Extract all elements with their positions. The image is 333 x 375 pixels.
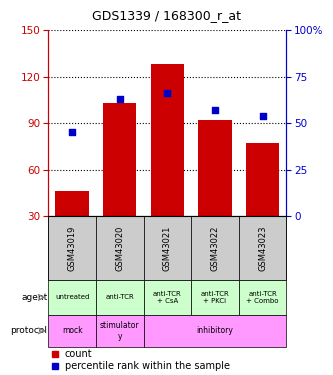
Text: anti-TCR
+ CsA: anti-TCR + CsA (153, 291, 182, 304)
Text: inhibitory: inhibitory (196, 326, 233, 335)
Point (117, 96, 123, 102)
Text: anti-TCR
+ PKCi: anti-TCR + PKCi (200, 291, 229, 304)
Bar (144, 216, 191, 280)
Bar (96, 315, 144, 347)
Point (69, 129, 75, 135)
Text: agent: agent (21, 293, 47, 302)
Text: anti-TCR: anti-TCR (105, 294, 134, 300)
Bar (144, 315, 286, 347)
Bar (246, 143, 279, 216)
Bar (55, 191, 89, 216)
Text: untreated: untreated (55, 294, 89, 300)
Point (212, 107, 218, 113)
Bar (103, 103, 137, 216)
Bar (48, 315, 96, 347)
Bar (191, 216, 239, 280)
Text: GDS1339 / 168300_r_at: GDS1339 / 168300_r_at (92, 9, 241, 22)
Bar (48, 216, 96, 280)
Text: mock: mock (62, 326, 82, 335)
Point (165, 90, 170, 96)
Text: percentile rank within the sample: percentile rank within the sample (65, 361, 230, 371)
Text: GSM43019: GSM43019 (68, 225, 77, 271)
Bar (191, 280, 239, 315)
Bar (48, 280, 96, 315)
Bar (239, 280, 286, 315)
Text: stimulator
y: stimulator y (100, 321, 140, 340)
Text: GSM43022: GSM43022 (210, 225, 219, 271)
Text: count: count (65, 349, 93, 358)
Point (260, 112, 265, 118)
Bar (239, 216, 286, 280)
Bar (198, 120, 232, 216)
Text: GSM43023: GSM43023 (258, 225, 267, 271)
Text: GSM43021: GSM43021 (163, 225, 172, 271)
Bar (96, 280, 144, 315)
Text: protocol: protocol (10, 326, 47, 335)
Text: GSM43020: GSM43020 (115, 225, 124, 271)
Bar (151, 64, 184, 216)
Bar (144, 280, 191, 315)
Bar (96, 216, 144, 280)
Text: anti-TCR
+ Combo: anti-TCR + Combo (246, 291, 279, 304)
